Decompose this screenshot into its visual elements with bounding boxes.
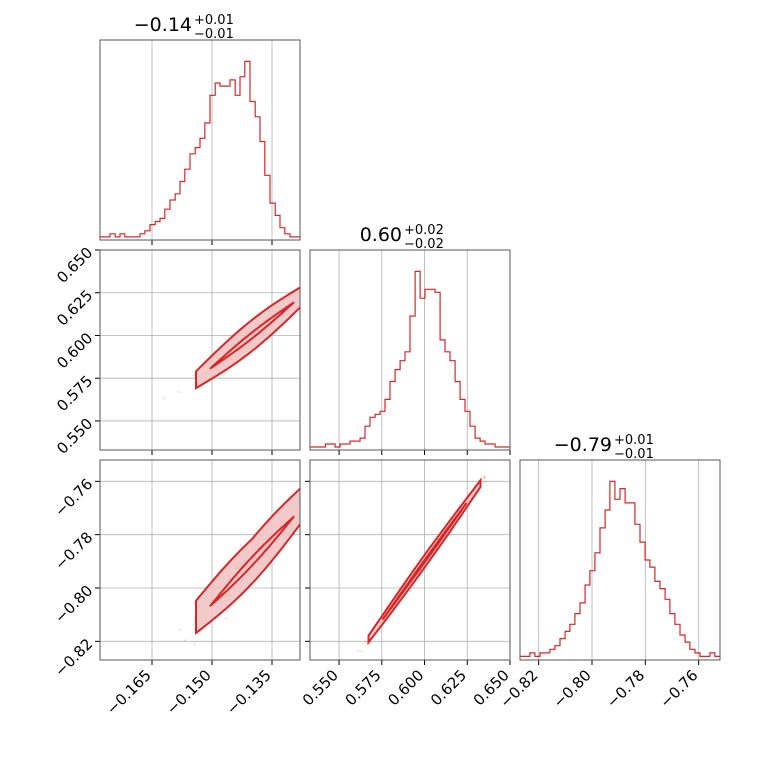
sample-point [483,476,487,479]
x-tick-label-2: −0.80 [550,666,595,711]
scatter-panel-2-1 [305,447,511,665]
sample-point [320,292,322,294]
sample-point [360,650,363,653]
sample-point [312,489,314,491]
y-tick-label-1: 0.650 [53,244,96,287]
param-err-minus-1: −0.02 [404,237,444,252]
y-tick-label-1: 0.575 [53,372,96,415]
histogram-step-line-2 [520,480,720,657]
y-tick-label-1: 0.625 [53,286,96,329]
scatter-panel-2-0 [95,459,314,665]
sample-point [350,662,352,664]
param-err-plus-1: +0.02 [404,223,444,238]
x-tick-label-2: −0.76 [656,666,701,711]
sample-point [503,447,505,449]
x-tick-label-0: −0.135 [223,666,275,718]
param-title-0: −0.14 [134,14,192,36]
sample-point [408,590,412,593]
sample-point [193,643,196,646]
sample-point [162,397,165,400]
sample-point [482,476,485,479]
y-tick-label-2: −0.76 [51,475,96,520]
panel-frame [99,459,301,661]
y-tick-label-1: 0.600 [53,329,96,372]
param-err-plus-0: +0.01 [194,13,234,28]
sample-point [357,649,360,652]
x-tick-label-0: −0.165 [103,666,155,718]
sample-point [183,639,186,642]
sample-point [305,295,307,297]
param-err-minus-0: −0.01 [194,27,234,42]
histogram-step-line-0 [100,60,300,238]
param-err-minus-2: −0.01 [614,447,654,462]
sample-point [177,390,180,394]
density-contour-inner [209,301,295,370]
sample-point [192,373,195,377]
panel-frame [99,39,301,241]
x-tick-label-1: 0.575 [342,666,385,709]
panel-frame [519,459,721,661]
sample-point [304,288,306,290]
panel-frame [309,459,511,661]
param-title-2: −0.79 [554,434,612,456]
sample-point [364,641,367,644]
sample-point [178,628,181,631]
histogram-panel-2: −0.79 +0.01−0.01 [519,433,721,665]
sample-point [321,280,323,282]
y-tick-label-2: −0.78 [51,528,96,573]
sample-point [224,617,227,620]
x-tick-label-0: −0.150 [163,666,215,718]
histogram-step-line-1 [310,270,510,448]
sample-point [483,480,486,483]
x-tick-label-1: 0.625 [427,666,470,709]
density-contour-inner [381,502,468,621]
sample-point [483,476,486,479]
histogram-panel-0: −0.14 +0.01−0.01 [99,13,301,245]
sample-point [239,544,242,547]
x-tick-label-1: 0.600 [384,666,427,709]
density-contour-outer [195,286,300,390]
param-title-1: 0.60 [360,224,402,246]
y-tick-label-2: −0.80 [51,582,96,627]
y-tick-label-1: 0.550 [53,415,96,458]
x-tick-label-2: −0.78 [603,666,648,711]
param-err-plus-2: +0.01 [614,433,654,448]
density-contour-inner [209,515,295,607]
scatter-panel-1-0 [95,249,323,455]
x-tick-label-1: 0.550 [299,666,342,709]
panel-frame [309,249,511,451]
panel-frame [99,249,301,451]
y-tick-label-2: −0.82 [51,635,96,680]
histogram-panel-1: 0.60 +0.02−0.02 [309,223,511,455]
sample-point [303,283,305,285]
